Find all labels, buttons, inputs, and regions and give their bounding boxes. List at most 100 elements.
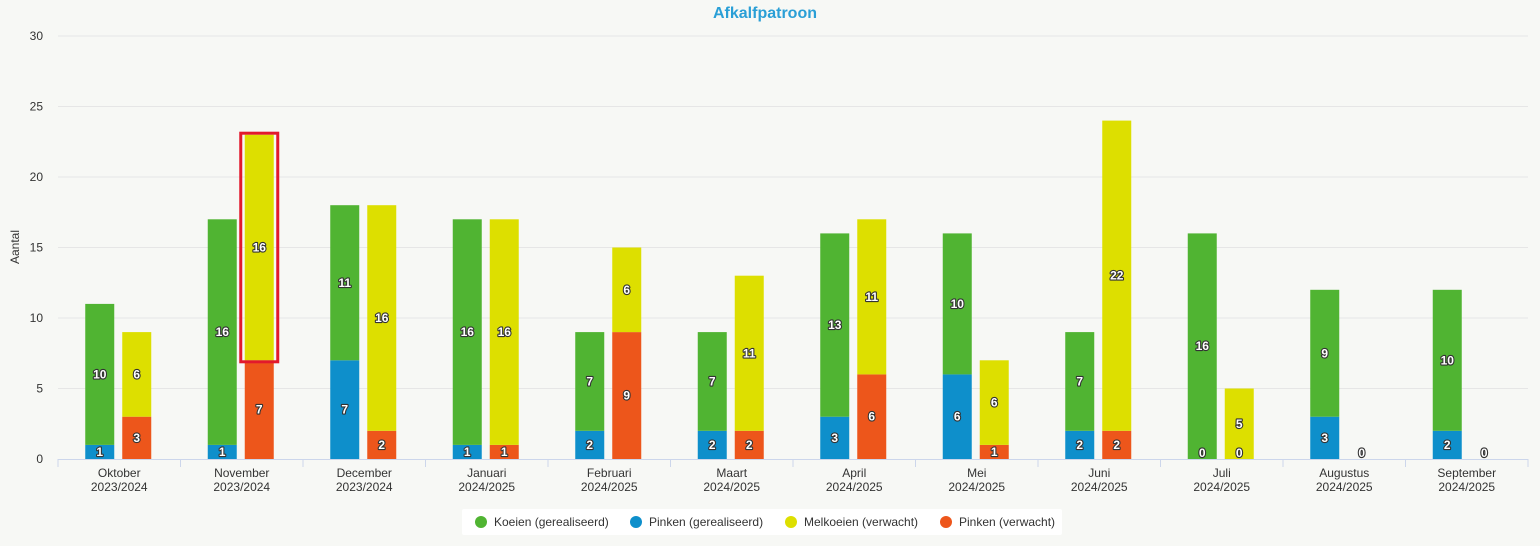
- x-tick-label-month: Februari: [587, 466, 632, 480]
- data-label-pinken-gerealiseerd: 7: [341, 403, 348, 417]
- bar-pinken-gerealiseerd-januari[interactable]: [452, 444, 482, 459]
- bar-pinken-verwacht-december[interactable]: [367, 430, 397, 459]
- data-label-pinken-verwacht: 0: [1481, 446, 1488, 460]
- bar-pinken-gerealiseerd-september[interactable]: [1432, 430, 1462, 459]
- legend[interactable]: Koeien (gerealiseerd) Pinken (gerealiseer…: [462, 509, 1062, 535]
- data-label-pinken-verwacht: 1: [991, 445, 998, 459]
- y-tick-label: 15: [30, 241, 44, 255]
- bar-koeien-gerealiseerd-juni[interactable]: [1065, 332, 1095, 431]
- data-label-pinken-gerealiseerd: 1: [96, 445, 103, 459]
- bar-melkoeien-verwacht-februari[interactable]: [612, 247, 642, 333]
- bar-melkoeien-verwacht-juli[interactable]: [1224, 388, 1254, 460]
- data-label-pinken-gerealiseerd: 3: [1321, 431, 1328, 445]
- y-tick-label: 5: [36, 382, 43, 396]
- bar-pinken-verwacht-mei[interactable]: [979, 444, 1009, 459]
- bar-pinken-gerealiseerd-juni[interactable]: [1065, 430, 1095, 459]
- data-label-pinken-gerealiseerd: 2: [1444, 438, 1451, 452]
- bar-pinken-verwacht-maart[interactable]: [734, 430, 764, 459]
- data-label-koeien-gerealiseerd: 10: [93, 367, 107, 381]
- data-label-melkoeien-verwacht: 22: [1110, 269, 1124, 283]
- bar-koeien-gerealiseerd-september[interactable]: [1432, 289, 1462, 431]
- bar-pinken-verwacht-november[interactable]: [244, 360, 274, 459]
- bar-melkoeien-verwacht-oktober[interactable]: [122, 332, 152, 417]
- bar-koeien-gerealiseerd-februari[interactable]: [575, 332, 605, 431]
- bar-koeien-gerealiseerd-januari[interactable]: [452, 219, 482, 445]
- data-label-koeien-gerealiseerd: 13: [828, 318, 842, 332]
- x-tick-label-month: Juni: [1088, 466, 1110, 480]
- highlight-box: [239, 131, 280, 364]
- bar-pinken-gerealiseerd-februari[interactable]: [575, 430, 605, 459]
- bar-pinken-verwacht-april[interactable]: [857, 374, 887, 459]
- x-tick-label-month: November: [214, 466, 269, 480]
- bar-pinken-gerealiseerd-december[interactable]: [330, 360, 360, 459]
- bar-melkoeien-verwacht-juni[interactable]: [1102, 120, 1132, 431]
- data-label-pinken-gerealiseerd: 3: [831, 431, 838, 445]
- data-label-pinken-gerealiseerd: 0: [1199, 446, 1206, 460]
- legend-item-pinken-gerealiseerd[interactable]: Pinken (gerealiseerd): [630, 515, 763, 529]
- bar-melkoeien-verwacht-december[interactable]: [367, 205, 397, 431]
- x-tick-label-month: April: [842, 466, 866, 480]
- legend-label: Pinken (gerealiseerd): [649, 515, 763, 529]
- legend-item-melkoeien-verwacht[interactable]: Melkoeien (verwacht): [785, 515, 918, 529]
- bar-pinken-verwacht-oktober[interactable]: [122, 416, 152, 459]
- data-label-pinken-verwacht: 6: [868, 410, 875, 424]
- bar-pinken-verwacht-januari[interactable]: [489, 444, 519, 459]
- data-label-koeien-gerealiseerd: 16: [1196, 339, 1210, 353]
- data-label-pinken-verwacht: 3: [133, 431, 140, 445]
- gridlines: [58, 35, 1528, 389]
- data-label-pinken-verwacht: 0: [1236, 446, 1243, 460]
- y-axis-ticks: 0 5 10 15 20 25 30: [30, 29, 44, 466]
- bar-koeien-gerealiseerd-augustus[interactable]: [1310, 289, 1340, 417]
- bar-pinken-gerealiseerd-maart[interactable]: [697, 430, 727, 459]
- bar-pinken-gerealiseerd-augustus[interactable]: [1310, 416, 1340, 459]
- bar-koeien-gerealiseerd-oktober[interactable]: [85, 303, 115, 445]
- data-label-koeien-gerealiseerd: 11: [338, 276, 351, 290]
- x-tick-label-month: Mei: [967, 466, 986, 480]
- bars[interactable]: [85, 120, 1462, 460]
- bar-melkoeien-verwacht-november[interactable]: [244, 134, 274, 361]
- data-label-pinken-gerealiseerd: 1: [464, 445, 471, 459]
- bar-koeien-gerealiseerd-april[interactable]: [820, 233, 850, 417]
- x-tick-label-season: 2024/2025: [1438, 480, 1495, 494]
- legend-label: Pinken (verwacht): [959, 515, 1055, 529]
- bar-pinken-gerealiseerd-mei[interactable]: [942, 374, 972, 459]
- legend-marker: [630, 516, 642, 528]
- bar-pinken-gerealiseerd-november[interactable]: [207, 444, 237, 459]
- y-tick-label: 10: [30, 311, 44, 325]
- bar-pinken-verwacht-juni[interactable]: [1102, 430, 1132, 459]
- bar-koeien-gerealiseerd-december[interactable]: [330, 205, 360, 361]
- x-tick-label-season: 2024/2025: [1071, 480, 1128, 494]
- data-label-pinken-gerealiseerd: 2: [709, 438, 716, 452]
- x-tick-label-season: 2024/2025: [948, 480, 1005, 494]
- legend-marker: [475, 516, 487, 528]
- data-label-koeien-gerealiseerd: 10: [951, 297, 965, 311]
- x-tick-label-month: December: [337, 466, 392, 480]
- bar-melkoeien-verwacht-mei[interactable]: [979, 360, 1009, 445]
- bar-pinken-gerealiseerd-oktober[interactable]: [85, 444, 115, 459]
- legend-item-koeien-gerealiseerd[interactable]: Koeien (gerealiseerd): [475, 515, 609, 529]
- x-tick-label-season: 2024/2025: [1193, 480, 1250, 494]
- bar-koeien-gerealiseerd-november[interactable]: [207, 219, 237, 445]
- data-label-melkoeien-verwacht: 16: [375, 311, 389, 325]
- x-tick-label-month: September: [1437, 466, 1496, 480]
- x-tick-label-month: Oktober: [98, 466, 141, 480]
- bar-melkoeien-verwacht-april[interactable]: [857, 219, 887, 375]
- bar-pinken-gerealiseerd-april[interactable]: [820, 416, 850, 459]
- legend-item-pinken-verwacht[interactable]: Pinken (verwacht): [940, 515, 1055, 529]
- x-tick-label-season: 2023/2024: [91, 480, 148, 494]
- bar-koeien-gerealiseerd-mei[interactable]: [942, 233, 972, 375]
- data-label-koeien-gerealiseerd: 16: [216, 325, 230, 339]
- data-label-koeien-gerealiseerd: 16: [461, 325, 475, 339]
- bar-melkoeien-verwacht-januari[interactable]: [489, 219, 519, 445]
- data-label-koeien-gerealiseerd: 7: [1076, 374, 1083, 388]
- bar-koeien-gerealiseerd-juli[interactable]: [1187, 233, 1217, 459]
- x-tick-label-season: 2023/2024: [336, 480, 393, 494]
- bar-koeien-gerealiseerd-maart[interactable]: [697, 332, 727, 431]
- bar-pinken-verwacht-februari[interactable]: [612, 332, 642, 459]
- bar-melkoeien-verwacht-maart[interactable]: [734, 275, 764, 431]
- x-axis: Oktober2023/2024November2023/2024Decembe…: [57, 459, 1529, 494]
- data-label-melkoeien-verwacht: 11: [743, 346, 756, 360]
- x-tick-label-month: Juli: [1213, 466, 1231, 480]
